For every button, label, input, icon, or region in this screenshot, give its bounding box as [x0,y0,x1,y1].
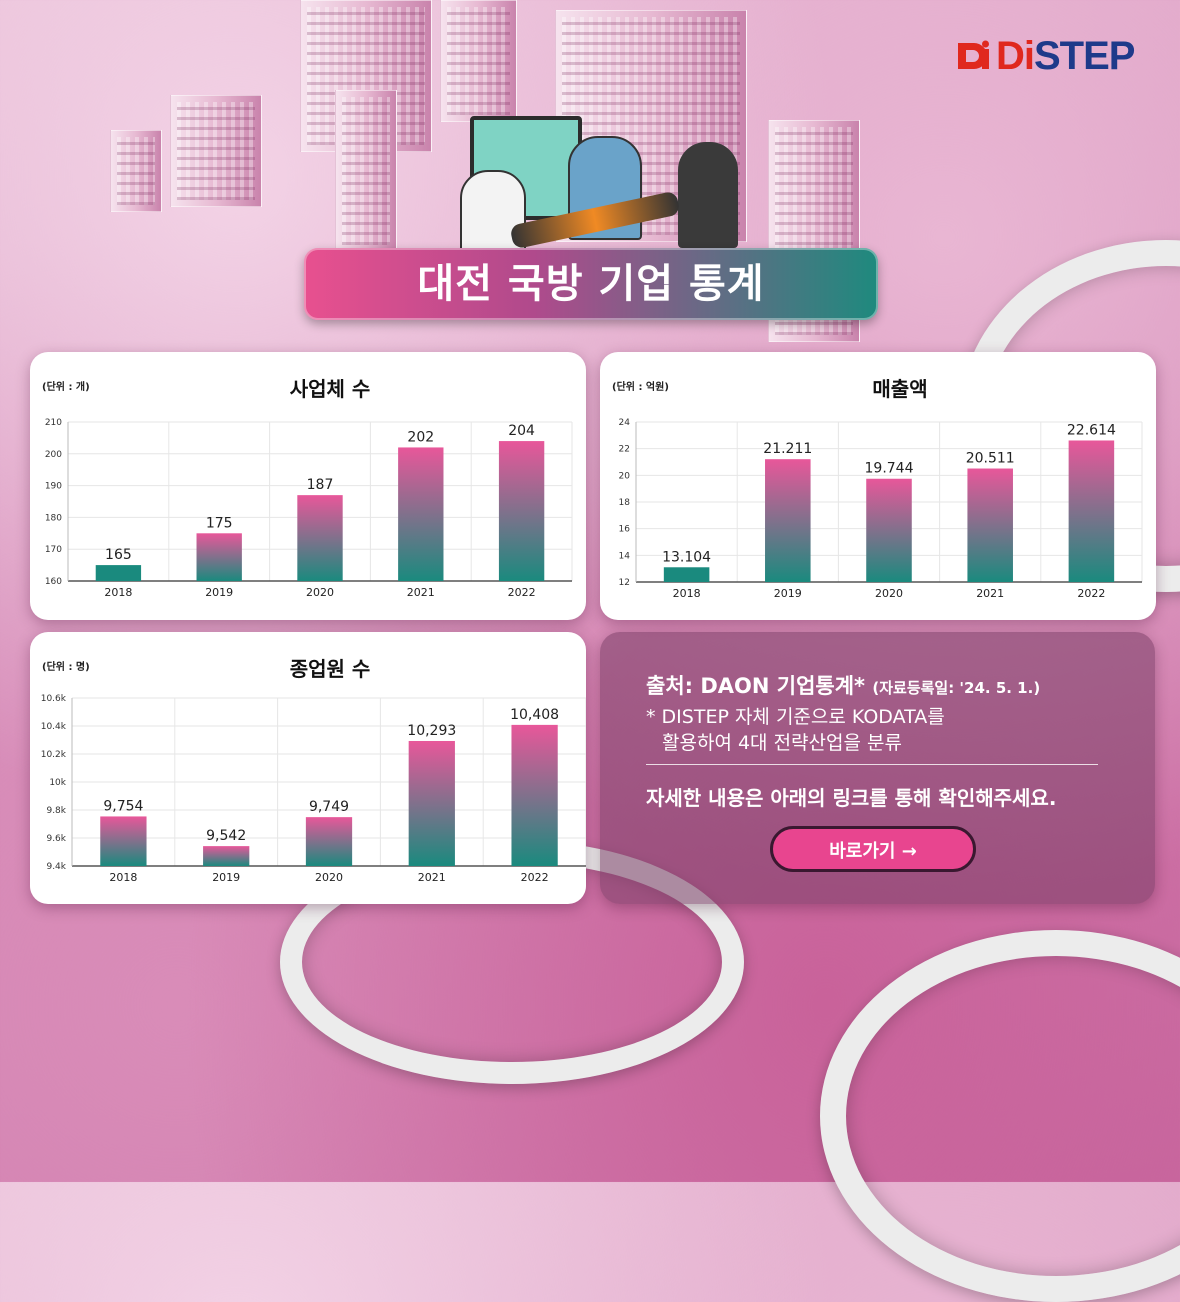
bar-2018 [663,567,710,582]
y-tick-label: 18 [619,498,631,508]
y-tick-label: 10.6k [41,694,67,704]
chart-sales: (단위 : 억원) 매출액1214161820222413.104201821.2… [612,377,1143,600]
source-note-line2: 활용하여 4대 전략산업을 분류 [662,732,902,754]
data-label: 9,749 [309,799,349,815]
data-label: 202 [407,429,434,445]
source-main: 출처: DAON 기업통계* [646,674,866,698]
chart-title: 종업원 수 [290,657,371,681]
source-note-line1: * DISTEP 자체 기준으로 KODATA를 [646,706,945,728]
data-label: 187 [307,477,334,493]
data-label: 165 [105,547,132,563]
y-tick-label: 200 [45,450,62,460]
y-tick-label: 10k [49,778,66,788]
x-tick-label: 2018 [104,586,132,599]
x-tick-label: 2020 [875,587,903,600]
distep-logo: DiSTEP [952,34,1135,78]
data-label: 10,408 [510,707,559,723]
bar-2021 [408,740,455,866]
x-tick-label: 2019 [212,871,240,884]
y-tick-label: 9.4k [46,862,66,872]
engineers-illustration [440,112,750,252]
bar-2019 [765,459,811,582]
x-tick-label: 2020 [315,871,343,884]
y-tick-label: 10.2k [41,750,67,760]
data-label: 19.744 [865,461,914,477]
x-tick-label: 2018 [109,871,137,884]
y-tick-label: 14 [619,551,631,561]
chart-card-companies: (단위 : 개) 사업체 수 160 170 180 190 200 210 165 2018 17… [30,352,586,620]
x-tick-label: 2018 [673,587,701,600]
chart-title: 사업체 수 [290,377,371,401]
divider [646,764,1098,765]
y-tick-label: 9.8k [46,806,66,816]
shortcut-button[interactable]: 바로가기 → [770,826,976,872]
bar-2020 [297,495,343,581]
y-tick-label: 160 [45,577,62,587]
y-tick-label: 180 [45,513,62,523]
y-tick-label: 16 [619,525,631,535]
y-tick-label: 10.4k [41,722,67,732]
x-tick-label: 2022 [521,871,549,884]
data-label: 21.211 [763,441,812,457]
source-text: 출처: DAON 기업통계* (자료등록일: '24. 5. 1.) [646,670,1040,700]
y-tick-label: 210 [45,418,62,428]
chart-employees: (단위 : 명) 종업원 수 9.4k 9.6k 9.8k 10k 10.2k 10.4k 10… [41,657,586,884]
data-label: 22.614 [1067,422,1116,438]
y-tick-label: 24 [619,418,631,428]
unit-label: (단위 : 개) [42,380,90,393]
bar-2022 [1068,440,1115,582]
y-tick-label: 9.6k [46,834,66,844]
x-tick-label: 2021 [976,587,1004,600]
y-tick-label: 170 [45,545,62,555]
chart-companies: (단위 : 개) 사업체 수 160 170 180 190 200 210 165 2018 17… [42,377,573,599]
x-tick-label: 2021 [418,871,446,884]
detail-text: 자세한 내용은 아래의 링크를 통해 확인해주세요. [646,786,1057,810]
x-tick-label: 2019 [774,587,802,600]
x-tick-label: 2022 [1077,587,1105,600]
data-label: 175 [206,515,233,531]
unit-label: (단위 : 억원) [612,380,669,393]
bar-2020 [305,817,353,866]
bar-2021 [398,447,444,581]
x-tick-label: 2021 [407,586,435,599]
logo-text: DiSTEP [996,34,1135,78]
distep-logo-mark [958,40,989,69]
bar-2019 [196,533,242,581]
source-note: * DISTEP 자체 기준으로 KODATA를 활용하여 4대 전략산업을 분… [646,704,945,756]
bar-2022 [511,724,558,866]
bar-2018 [100,816,147,866]
bar-2020 [866,478,912,582]
data-label: 20.511 [966,451,1015,467]
chart-card-sales: (단위 : 억원) 매출액 12 14 16 18 20 22 24 13.104 2018 21.2… [600,352,1156,620]
x-tick-label: 2019 [205,586,233,599]
bar-2021 [967,468,1013,582]
y-tick-label: 12 [619,578,630,588]
chart-title: 매출액 [872,377,927,401]
y-tick-label: 190 [45,482,62,492]
bar-2018 [95,565,142,581]
bar-2019 [203,846,250,866]
bar-2022 [498,441,545,581]
engineer-figure [678,142,738,248]
chart-card-employees: (단위 : 명) 종업원 수 9.4k 9.6k 9.8k 10k 10.2k 10.4k 10… [30,632,586,904]
unit-label: (단위 : 명) [42,660,90,673]
y-tick-label: 22 [619,445,630,455]
x-tick-label: 2020 [306,586,334,599]
x-tick-label: 2022 [508,586,536,599]
source-date: (자료등록일: '24. 5. 1.) [872,679,1041,697]
y-tick-label: 20 [619,471,631,481]
data-label: 10,293 [407,723,456,739]
source-info-panel: 출처: DAON 기업통계* (자료등록일: '24. 5. 1.) * DIS… [600,632,1155,904]
page-title: 대전 국방 기업 통계 [304,248,878,320]
data-label: 13.104 [662,549,711,565]
data-label: 9,542 [206,828,246,844]
data-label: 204 [508,423,535,439]
data-label: 9,754 [103,798,143,814]
